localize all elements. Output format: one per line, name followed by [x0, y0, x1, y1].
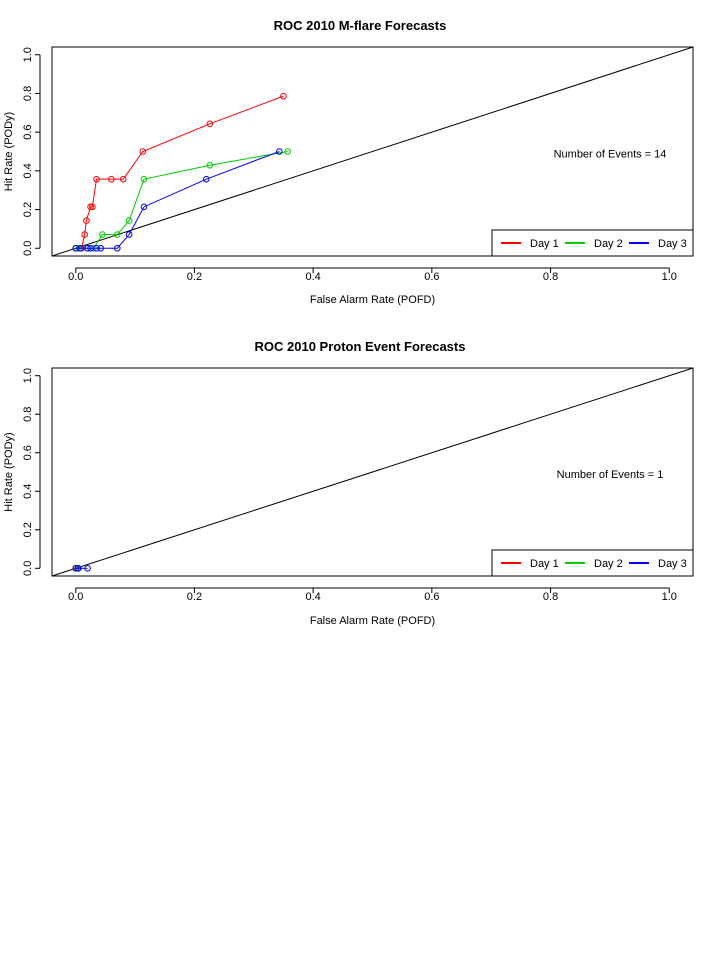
x-tick-label: 0.8 — [543, 271, 558, 283]
data-point — [113, 244, 121, 252]
x-axis-label: False Alarm Rate (POFD) — [310, 615, 435, 627]
data-point — [72, 244, 80, 252]
x-tick-label: 0.6 — [424, 591, 439, 603]
data-point — [139, 148, 147, 155]
data-point — [125, 231, 133, 238]
y-tick-label: 0.0 — [22, 561, 34, 576]
chart-title: ROC 2010 M-flare Forecasts — [274, 18, 447, 33]
series-day-3 — [72, 148, 283, 252]
data-point — [84, 564, 91, 572]
data-point — [113, 231, 121, 238]
data-point — [206, 120, 214, 128]
events-annotation: Number of Events = 14 — [554, 148, 667, 160]
data-point — [140, 203, 148, 211]
series-day-1 — [72, 92, 287, 252]
legend-label: Day 1 — [530, 558, 559, 570]
y-axis-label: Hit Rate (PODy) — [3, 112, 15, 191]
data-point — [203, 175, 210, 183]
data-point — [140, 175, 148, 183]
x-tick-label: 1.0 — [662, 591, 677, 603]
data-point — [89, 203, 96, 211]
data-point — [83, 217, 90, 224]
legend-box — [491, 229, 694, 257]
x-tick-label: 0.8 — [543, 591, 558, 603]
x-tick-label: 0.6 — [424, 271, 439, 283]
series-line — [75, 151, 288, 249]
series-day-2 — [72, 148, 291, 252]
data-point — [84, 244, 91, 252]
legend-label: Day 2 — [594, 558, 623, 570]
series-line — [75, 95, 284, 249]
series-line — [75, 151, 280, 249]
data-point — [276, 148, 283, 155]
plot-frame — [51, 46, 694, 257]
legend: Day 1 Day 2 Day 3 — [491, 549, 694, 577]
no-skill-diagonal — [51, 46, 694, 257]
data-point — [108, 175, 115, 183]
y-tick-label: 0.2 — [22, 522, 34, 537]
legend-label: Day 2 — [594, 238, 623, 250]
data-point — [284, 148, 291, 155]
data-point — [280, 92, 287, 100]
legend-label: Day 3 — [658, 238, 687, 250]
no-skill-diagonal — [51, 367, 694, 577]
data-point — [93, 244, 100, 252]
y-tick-label: 0.4 — [22, 163, 34, 178]
data-point — [99, 231, 106, 238]
series-day-3 — [72, 564, 91, 572]
chart-2: ROC 2010 Proton Event Forecasts 0.0 0.2 0.4… — [3, 339, 694, 627]
data-point — [87, 203, 94, 211]
y-tick-label: 1.0 — [22, 368, 34, 383]
data-point — [119, 175, 127, 183]
legend-box — [491, 549, 694, 577]
y-tick-label: 0.6 — [22, 445, 34, 460]
legend: Day 1 Day 2 Day 3 — [491, 229, 694, 257]
x-tick-label: 1.0 — [662, 271, 677, 283]
y-tick-label: 0.2 — [22, 202, 34, 217]
data-point — [125, 217, 133, 224]
y-tick-label: 0.8 — [22, 407, 34, 422]
events-annotation: Number of Events = 1 — [557, 469, 664, 481]
chart-1: ROC 2010 M-flare Forecasts 0.0 0.2 0.4 0.6 0.… — [3, 18, 694, 306]
data-point — [74, 564, 82, 572]
y-tick-label: 0.8 — [22, 86, 34, 101]
x-tick-label: 0.0 — [68, 271, 83, 283]
data-point — [72, 564, 80, 572]
y-tick-label: 0.6 — [22, 124, 34, 139]
x-axis-label: False Alarm Rate (POFD) — [310, 294, 435, 306]
x-tick-label: 0.4 — [305, 271, 320, 283]
data-point — [81, 231, 88, 238]
data-point — [206, 161, 214, 169]
legend-label: Day 1 — [530, 238, 559, 250]
x-tick-label: 0.4 — [305, 591, 320, 603]
chart-title: ROC 2010 Proton Event Forecasts — [255, 339, 466, 354]
legend-label: Day 3 — [658, 558, 687, 570]
data-point — [93, 175, 100, 183]
y-tick-label: 0.4 — [22, 484, 34, 499]
x-tick-label: 0.2 — [187, 271, 202, 283]
x-tick-label: 0.2 — [187, 591, 202, 603]
y-tick-label: 0.0 — [22, 241, 34, 256]
y-axis-label: Hit Rate (PODy) — [3, 432, 15, 511]
x-tick-label: 0.0 — [68, 591, 83, 603]
data-point — [97, 244, 104, 252]
data-point — [77, 244, 84, 252]
plot-frame — [51, 367, 694, 577]
y-tick-label: 1.0 — [22, 47, 34, 62]
